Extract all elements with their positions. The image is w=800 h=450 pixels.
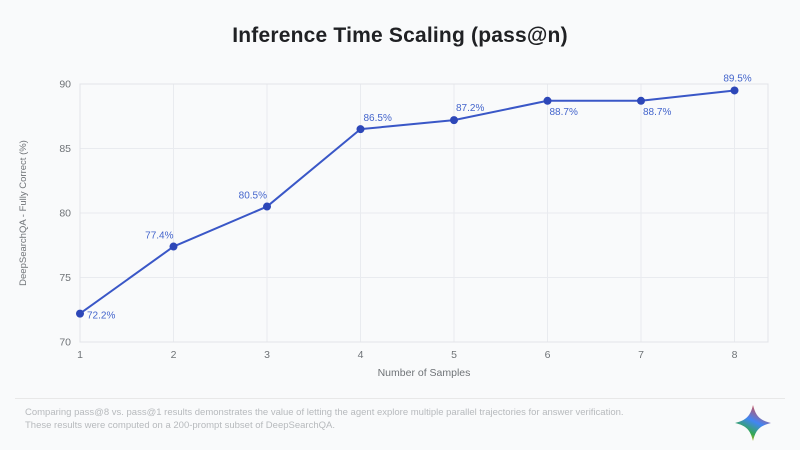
data-point-label: 88.7% xyxy=(550,107,578,118)
data-point-label: 88.7% xyxy=(643,107,671,118)
plot-border xyxy=(79,83,769,343)
x-tick-label: 1 xyxy=(77,349,83,361)
y-tick-label: 85 xyxy=(59,143,71,155)
y-tick-label: 80 xyxy=(59,208,71,220)
x-tick-label: 8 xyxy=(732,349,738,361)
data-line xyxy=(79,89,736,315)
footer-caption: Comparing pass@8 vs. pass@1 results demo… xyxy=(25,406,685,432)
data-point xyxy=(76,309,84,318)
footer-divider xyxy=(15,398,785,399)
x-tick-label: 6 xyxy=(545,349,551,361)
x-tick-label: 5 xyxy=(451,349,457,361)
data-point-label: 86.5% xyxy=(364,113,392,124)
data-point-label: 72.2% xyxy=(87,311,115,322)
y-tick-label: 90 xyxy=(59,79,71,91)
data-point-label: 80.5% xyxy=(239,191,267,202)
data-point-label: 77.4% xyxy=(145,231,173,242)
footer-line-1: Comparing pass@8 vs. pass@1 results demo… xyxy=(25,407,624,418)
data-point xyxy=(543,96,552,105)
page-title: Inference Time Scaling (pass@n) xyxy=(232,24,568,47)
x-tick-label: 4 xyxy=(358,349,364,361)
data-point xyxy=(730,86,739,95)
data-point-label: 87.2% xyxy=(456,103,484,114)
line-chart: 70 75 80 85 90 1 2 3 4 5 6 7 8 Number of Samples DeepS… xyxy=(18,73,769,379)
x-tick-label: 7 xyxy=(638,349,644,361)
data-point xyxy=(169,242,178,251)
y-axis-title: DeepSearchQA - Fully Correct (%) xyxy=(18,140,29,286)
chart-area: 70 75 80 85 90 1 2 3 4 5 6 7 8 Number of Samples DeepS… xyxy=(0,60,800,390)
x-tick-label: 2 xyxy=(171,349,177,361)
x-axis-title: Number of Samples xyxy=(378,367,471,379)
gemini-spark-icon xyxy=(735,405,771,441)
data-point-label: 89.5% xyxy=(723,73,751,84)
data-point xyxy=(450,116,458,125)
data-point xyxy=(637,96,645,105)
y-tick-label: 70 xyxy=(59,337,71,349)
x-tick-label: 3 xyxy=(264,349,270,361)
data-point xyxy=(356,125,365,134)
footer-line-2: These results were computed on a 200-pro… xyxy=(25,420,335,431)
data-point xyxy=(263,202,271,211)
y-tick-label: 75 xyxy=(59,272,71,284)
